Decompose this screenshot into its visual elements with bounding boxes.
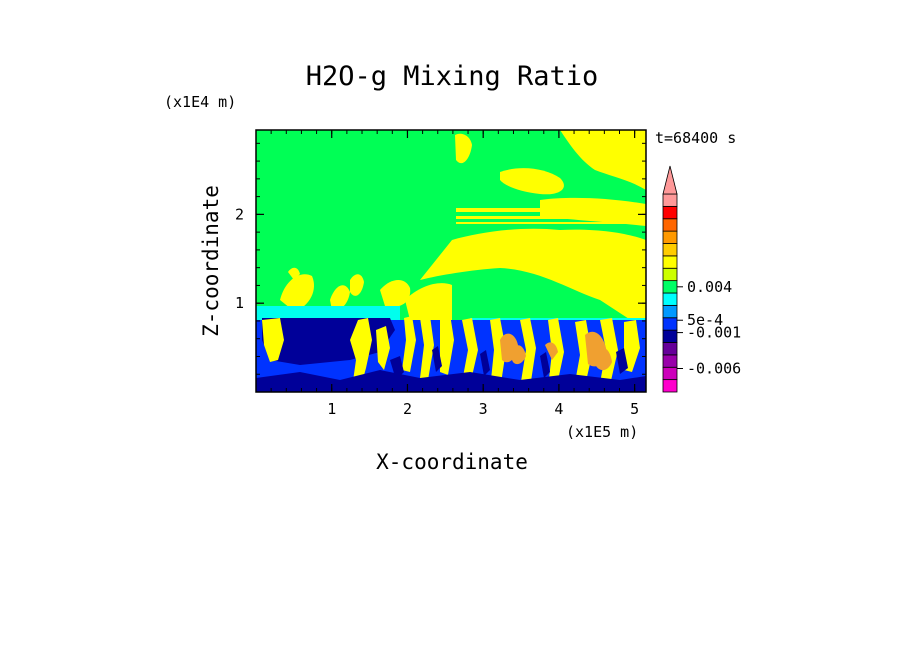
x-tick-label: 4 xyxy=(554,400,563,418)
colorbar-swatch xyxy=(662,205,678,220)
colorbar-swatch xyxy=(662,329,678,343)
colorbar-arrow xyxy=(662,165,678,195)
colorbar-swatch xyxy=(662,292,678,306)
colorbar-swatch xyxy=(662,342,678,356)
x-axis: 1 2 3 4 5 xyxy=(270,130,639,418)
colorbar-swatch xyxy=(662,255,678,269)
y-tick-label: 1 xyxy=(235,294,244,312)
orange-cores xyxy=(500,331,612,371)
colorbar-label: 0.004 xyxy=(687,278,732,296)
colorbar: 0.004 5e-4-0.001 -0.006 xyxy=(662,165,741,393)
x-axis-label: X-coordinate xyxy=(376,450,528,474)
colorbar-swatch xyxy=(662,218,678,232)
y-axis-label: Z-coordinate xyxy=(199,185,223,337)
colorbar-swatch xyxy=(662,230,678,244)
colorbar-swatch xyxy=(662,280,678,294)
surface-turbulence xyxy=(256,346,646,392)
y-axis: 12 xyxy=(235,142,646,375)
x-tick-label: 5 xyxy=(630,400,639,418)
x-unit-label: (x1E5 m) xyxy=(566,423,638,441)
y-unit-label: (x1E4 m) xyxy=(164,93,236,111)
colorbar-swatch xyxy=(662,366,678,381)
colorbar-swatch xyxy=(662,354,678,368)
x-tick-label: 1 xyxy=(327,400,336,418)
plot-frame xyxy=(255,129,647,393)
colorbar-swatch xyxy=(662,317,678,331)
colorbar-label: -0.001 xyxy=(687,324,741,342)
colorbar-swatch xyxy=(662,304,678,319)
moist-regions-upper xyxy=(280,130,646,330)
y-tick-label: 2 xyxy=(235,205,244,223)
x-tick-label: 2 xyxy=(403,400,412,418)
colorbar-swatch xyxy=(662,379,678,393)
colorbar-swatch xyxy=(662,243,678,257)
x-tick-label: 3 xyxy=(479,400,488,418)
time-label: t=68400 s xyxy=(655,129,736,147)
moist-plumes xyxy=(262,314,640,390)
colorbar-swatch xyxy=(662,267,678,282)
heatmap-field xyxy=(256,130,646,392)
chart-title: H2O-g Mixing Ratio xyxy=(306,61,599,92)
colorbar-swatch xyxy=(662,193,678,207)
colorbar-label: -0.006 xyxy=(687,359,741,377)
horizontal-bands xyxy=(456,208,646,224)
colorbar-label: 5e-4 xyxy=(687,311,723,329)
